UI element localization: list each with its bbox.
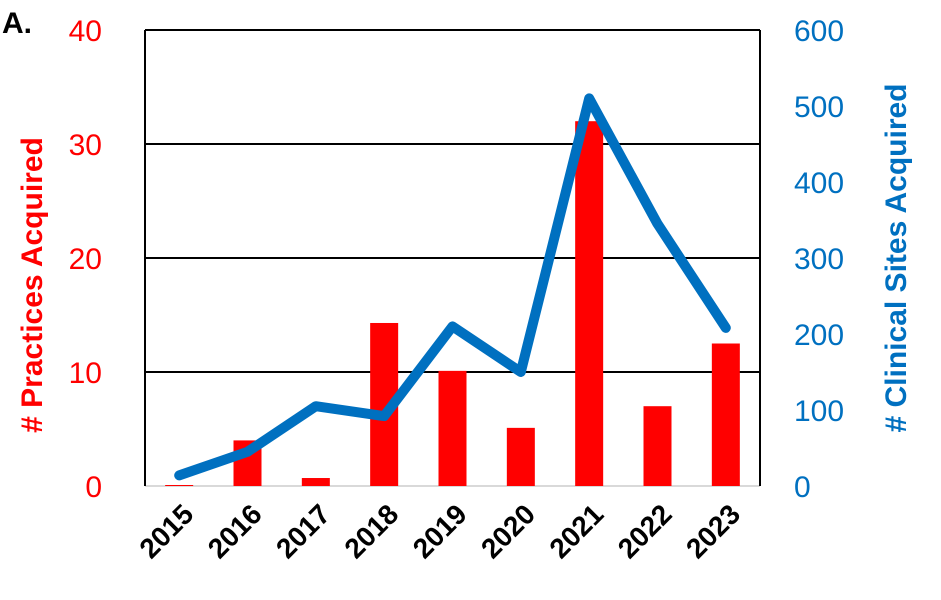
bar-2023: [711, 343, 740, 486]
right-tick-label: 400: [794, 167, 844, 200]
left-tick-label: 0: [85, 471, 102, 504]
bar-2019: [438, 370, 467, 486]
bar-series: [165, 121, 740, 486]
left-tick-label: 30: [69, 129, 102, 162]
right-tick-label: 600: [794, 15, 844, 48]
bar-2022: [643, 406, 672, 486]
x-tick-label: 2021: [543, 498, 609, 564]
bar-2021: [575, 121, 604, 486]
line-clinical-sites: [174, 93, 731, 481]
left-tick-label: 40: [69, 15, 102, 48]
x-tick-label: 2017: [270, 498, 336, 564]
right-axis-title: # Clinical Sites Acquired: [880, 84, 913, 433]
x-tick-label: 2020: [475, 498, 541, 564]
bar-2017: [301, 478, 330, 486]
x-tick-label: 2016: [202, 498, 268, 564]
panel-label: A.: [2, 7, 32, 40]
right-tick-label: 200: [794, 319, 844, 352]
x-tick-label: 2018: [338, 498, 404, 564]
x-tick-label: 2019: [407, 498, 473, 564]
bar-2015: [165, 485, 194, 486]
right-tick-label: 300: [794, 243, 844, 276]
x-tick-label: 2022: [612, 498, 678, 564]
bar-2020: [506, 427, 535, 486]
right-tick-label: 500: [794, 91, 844, 124]
gridlines: [144, 29, 761, 487]
right-axis-ticks: 0 100 200 300 400 500 600: [794, 15, 844, 504]
left-axis-ticks: 0 10 20 30 40: [69, 15, 102, 504]
left-axis-title: # Practices Acquired: [16, 137, 49, 433]
left-tick-label: 20: [69, 243, 102, 276]
x-tick-label: 2015: [133, 498, 199, 564]
right-tick-label: 0: [794, 471, 811, 504]
line-series: [174, 93, 731, 481]
right-tick-label: 100: [794, 395, 844, 428]
x-tick-label: 2023: [680, 498, 746, 564]
x-axis-ticks: 2015 2016 2017 2018 2019 2020 2021 2022 2023: [133, 498, 746, 564]
left-tick-label: 10: [69, 357, 102, 390]
